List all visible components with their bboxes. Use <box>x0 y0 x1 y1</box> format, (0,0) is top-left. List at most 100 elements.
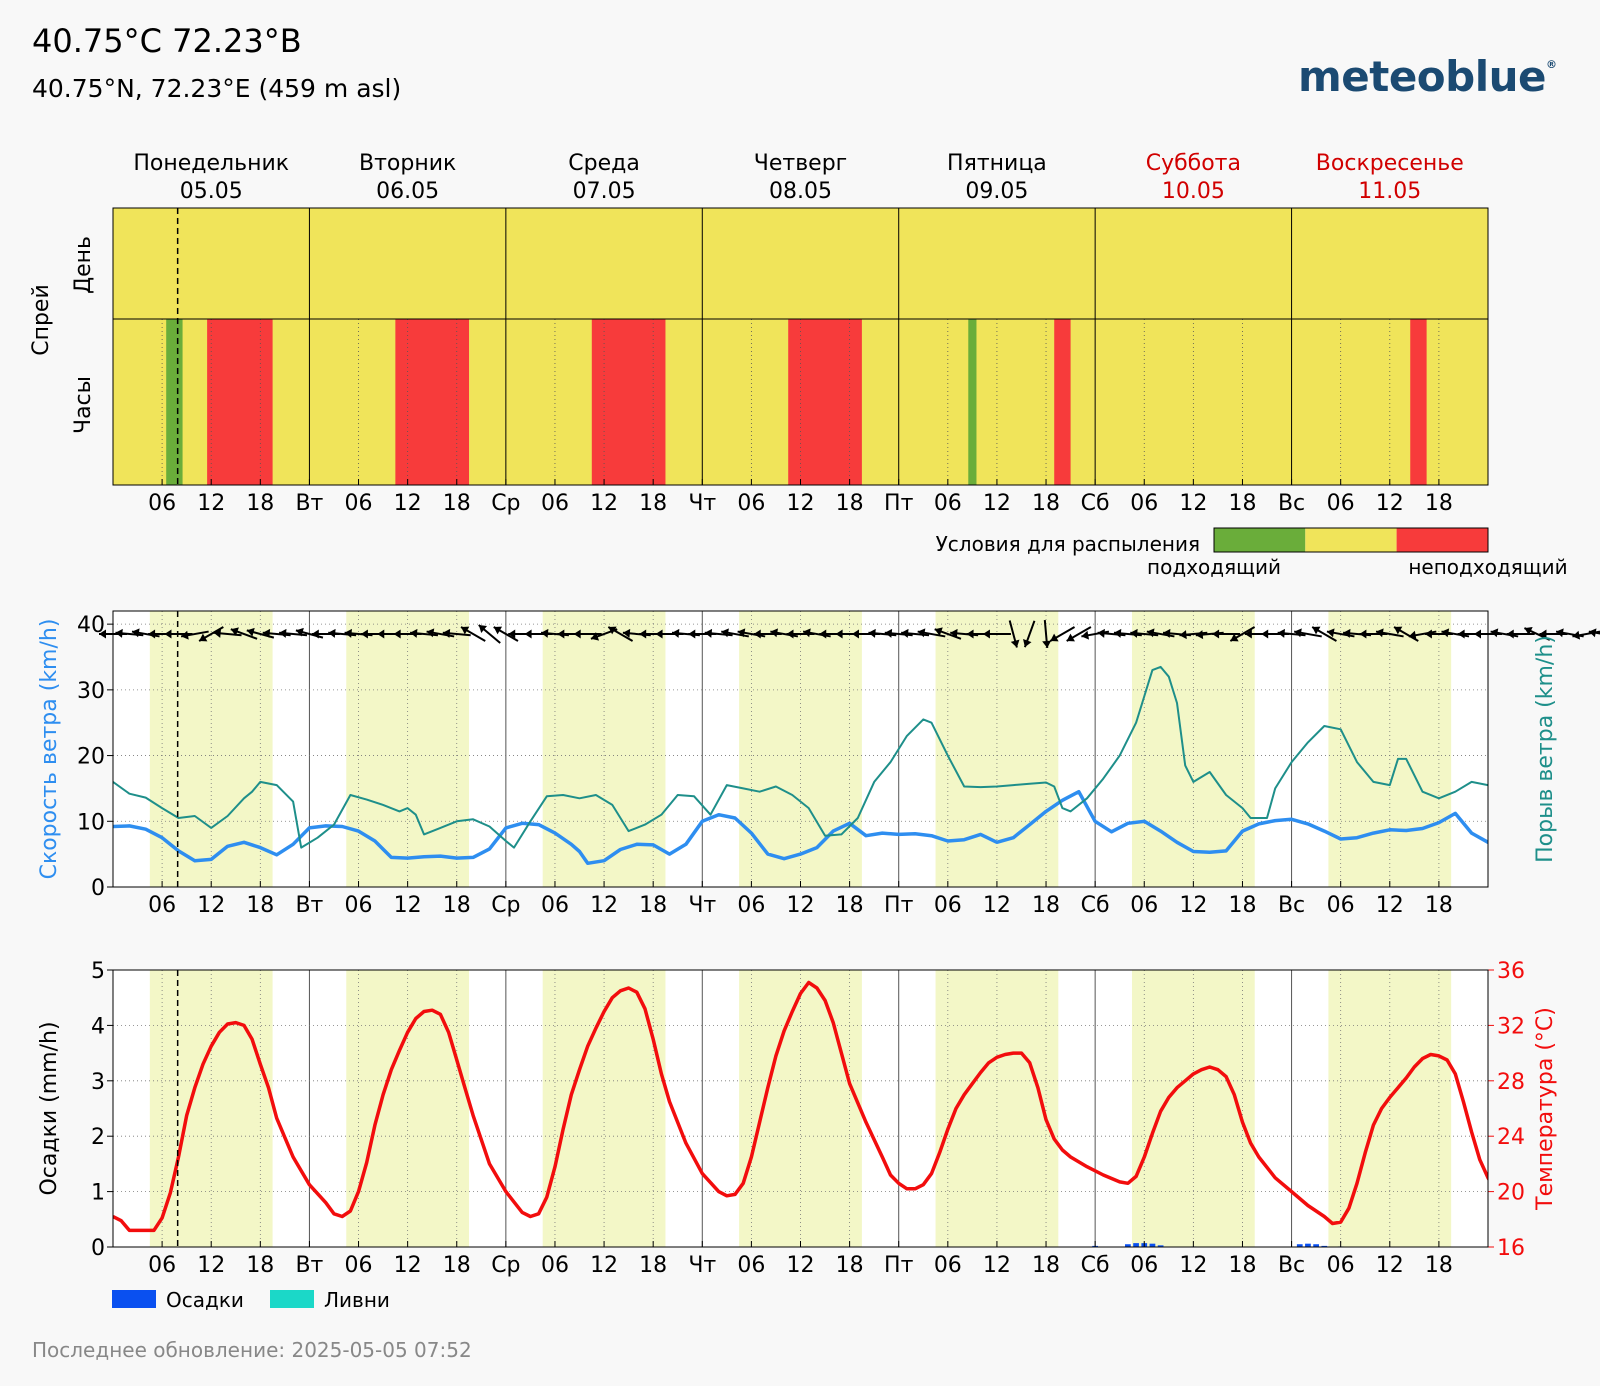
x-tick-label: Ср <box>491 893 520 918</box>
day-name: Пятница <box>947 151 1047 176</box>
wind-direction-arrow <box>1023 620 1036 648</box>
wind-y-tick-label: 30 <box>77 679 105 704</box>
wind-direction-arrow <box>262 628 291 638</box>
wind-direction-arrow <box>198 626 224 642</box>
arrow-head <box>524 629 532 639</box>
temperature-line <box>113 980 1488 1233</box>
wind-direction-arrow <box>279 628 308 638</box>
x-tick-label: 18 <box>1228 1253 1256 1278</box>
arrow-head <box>884 628 893 638</box>
spray-hour-segment <box>1054 319 1071 485</box>
arrow-head <box>295 627 304 637</box>
day-name: Четверг <box>754 151 847 176</box>
spray-legend-unsuitable: неподходящий <box>1408 555 1567 579</box>
x-tick-label: 12 <box>590 491 618 516</box>
arrow-head <box>639 629 647 639</box>
day-name: Понедельник <box>133 151 289 176</box>
x-tick-label: 18 <box>443 491 471 516</box>
arrow-head <box>1023 639 1032 648</box>
arrow-head <box>181 630 189 640</box>
meteoblue-logo[interactable]: meteoblue® <box>1298 52 1557 101</box>
arrow-head <box>721 628 729 638</box>
arrow-head <box>819 629 827 639</box>
wind-direction-arrow <box>164 629 193 639</box>
x-tick-label: Сб <box>1081 491 1110 516</box>
last-update-text: Последнее обновление: 2025-05-05 07:52 <box>32 1338 472 1362</box>
daylight-band <box>542 970 666 1247</box>
x-tick-label: 12 <box>394 893 422 918</box>
legend-precip-label: Осадки <box>166 1288 244 1312</box>
arrow-head <box>966 629 974 639</box>
arrow-head <box>360 629 368 639</box>
legend-showers-label: Ливни <box>324 1288 390 1312</box>
daylight-band <box>1328 611 1452 887</box>
arrow-head <box>786 629 794 639</box>
wind-direction-arrow <box>1588 628 1600 638</box>
spray-legend-frame <box>1213 527 1489 553</box>
day-name: Вторник <box>359 151 456 176</box>
wind-direction-arrow <box>213 628 242 638</box>
spray-group-label: Спрей <box>29 284 54 356</box>
spray-hour-segment <box>788 319 862 485</box>
coordinates-subtitle: 40.75°N, 72.23°E (459 m asl) <box>32 74 402 103</box>
arrow-head <box>508 629 516 639</box>
wind-direction-arrow <box>1375 628 1404 638</box>
arrow-head <box>99 629 106 639</box>
arrow-head <box>1457 629 1465 639</box>
arrow-head <box>311 629 319 639</box>
x-tick-label: 18 <box>836 1253 864 1278</box>
wind-speed-axis-label: Скорость ветра (km/h) <box>37 619 62 880</box>
arrow-head <box>1539 629 1547 639</box>
arrow-head <box>1113 628 1122 638</box>
arrow-head <box>230 627 239 636</box>
wind-gust-axis-label: Порыв ветра (km/h) <box>1533 635 1558 863</box>
x-tick-label: Вс <box>1278 1253 1305 1278</box>
precip-bar <box>1133 1243 1139 1247</box>
arrow-head <box>115 628 123 638</box>
arrow-head <box>1050 633 1059 642</box>
arrow-head <box>1066 633 1075 642</box>
arrow-head <box>246 627 255 637</box>
spray-day-cell <box>1095 208 1292 319</box>
temp-y-tick-label: 16 <box>1497 1236 1525 1261</box>
daylight-band <box>935 970 1059 1247</box>
arrow-head <box>901 628 909 638</box>
x-tick-label: 06 <box>345 893 373 918</box>
day-name: Среда <box>568 151 640 176</box>
arrow-head <box>655 629 663 639</box>
spray-hour-segment <box>166 319 183 485</box>
spray-hour-segment <box>591 319 666 485</box>
spray-day-cell <box>702 208 899 319</box>
arrow-head <box>148 629 156 639</box>
wind-y-tick-label: 20 <box>77 745 105 770</box>
arrow-head <box>1261 629 1269 639</box>
x-tick-label: 18 <box>1425 1253 1453 1278</box>
arrow-head <box>1277 628 1285 638</box>
x-tick-label: 12 <box>197 893 225 918</box>
wind-direction-arrow <box>460 626 486 642</box>
wind-direction-arrow <box>180 630 209 640</box>
arrow-head <box>1408 630 1417 640</box>
x-tick-label: 18 <box>1228 893 1256 918</box>
spray-day-cell <box>309 208 506 319</box>
x-tick-label: 06 <box>737 1253 765 1278</box>
x-tick-label: 06 <box>737 491 765 516</box>
arrow-head <box>460 626 470 635</box>
x-tick-label: 12 <box>590 893 618 918</box>
arrow-head <box>608 626 617 635</box>
wind-direction-arrow <box>1008 620 1020 648</box>
spray-day-cell <box>113 208 310 319</box>
arrow-head <box>1163 628 1171 638</box>
arrow-head <box>377 629 385 639</box>
precip-y-tick-label: 3 <box>91 1070 105 1095</box>
day-date: 08.05 <box>769 179 832 204</box>
spray-hour-segment <box>968 319 977 485</box>
arrow-head <box>835 629 843 639</box>
spray-day-cell <box>505 208 703 319</box>
wind-direction-arrow <box>868 628 897 638</box>
arrow-head <box>1097 628 1105 638</box>
arrow-head <box>541 628 549 638</box>
arrow-head <box>1130 628 1138 638</box>
x-tick-label: Ср <box>491 491 520 516</box>
